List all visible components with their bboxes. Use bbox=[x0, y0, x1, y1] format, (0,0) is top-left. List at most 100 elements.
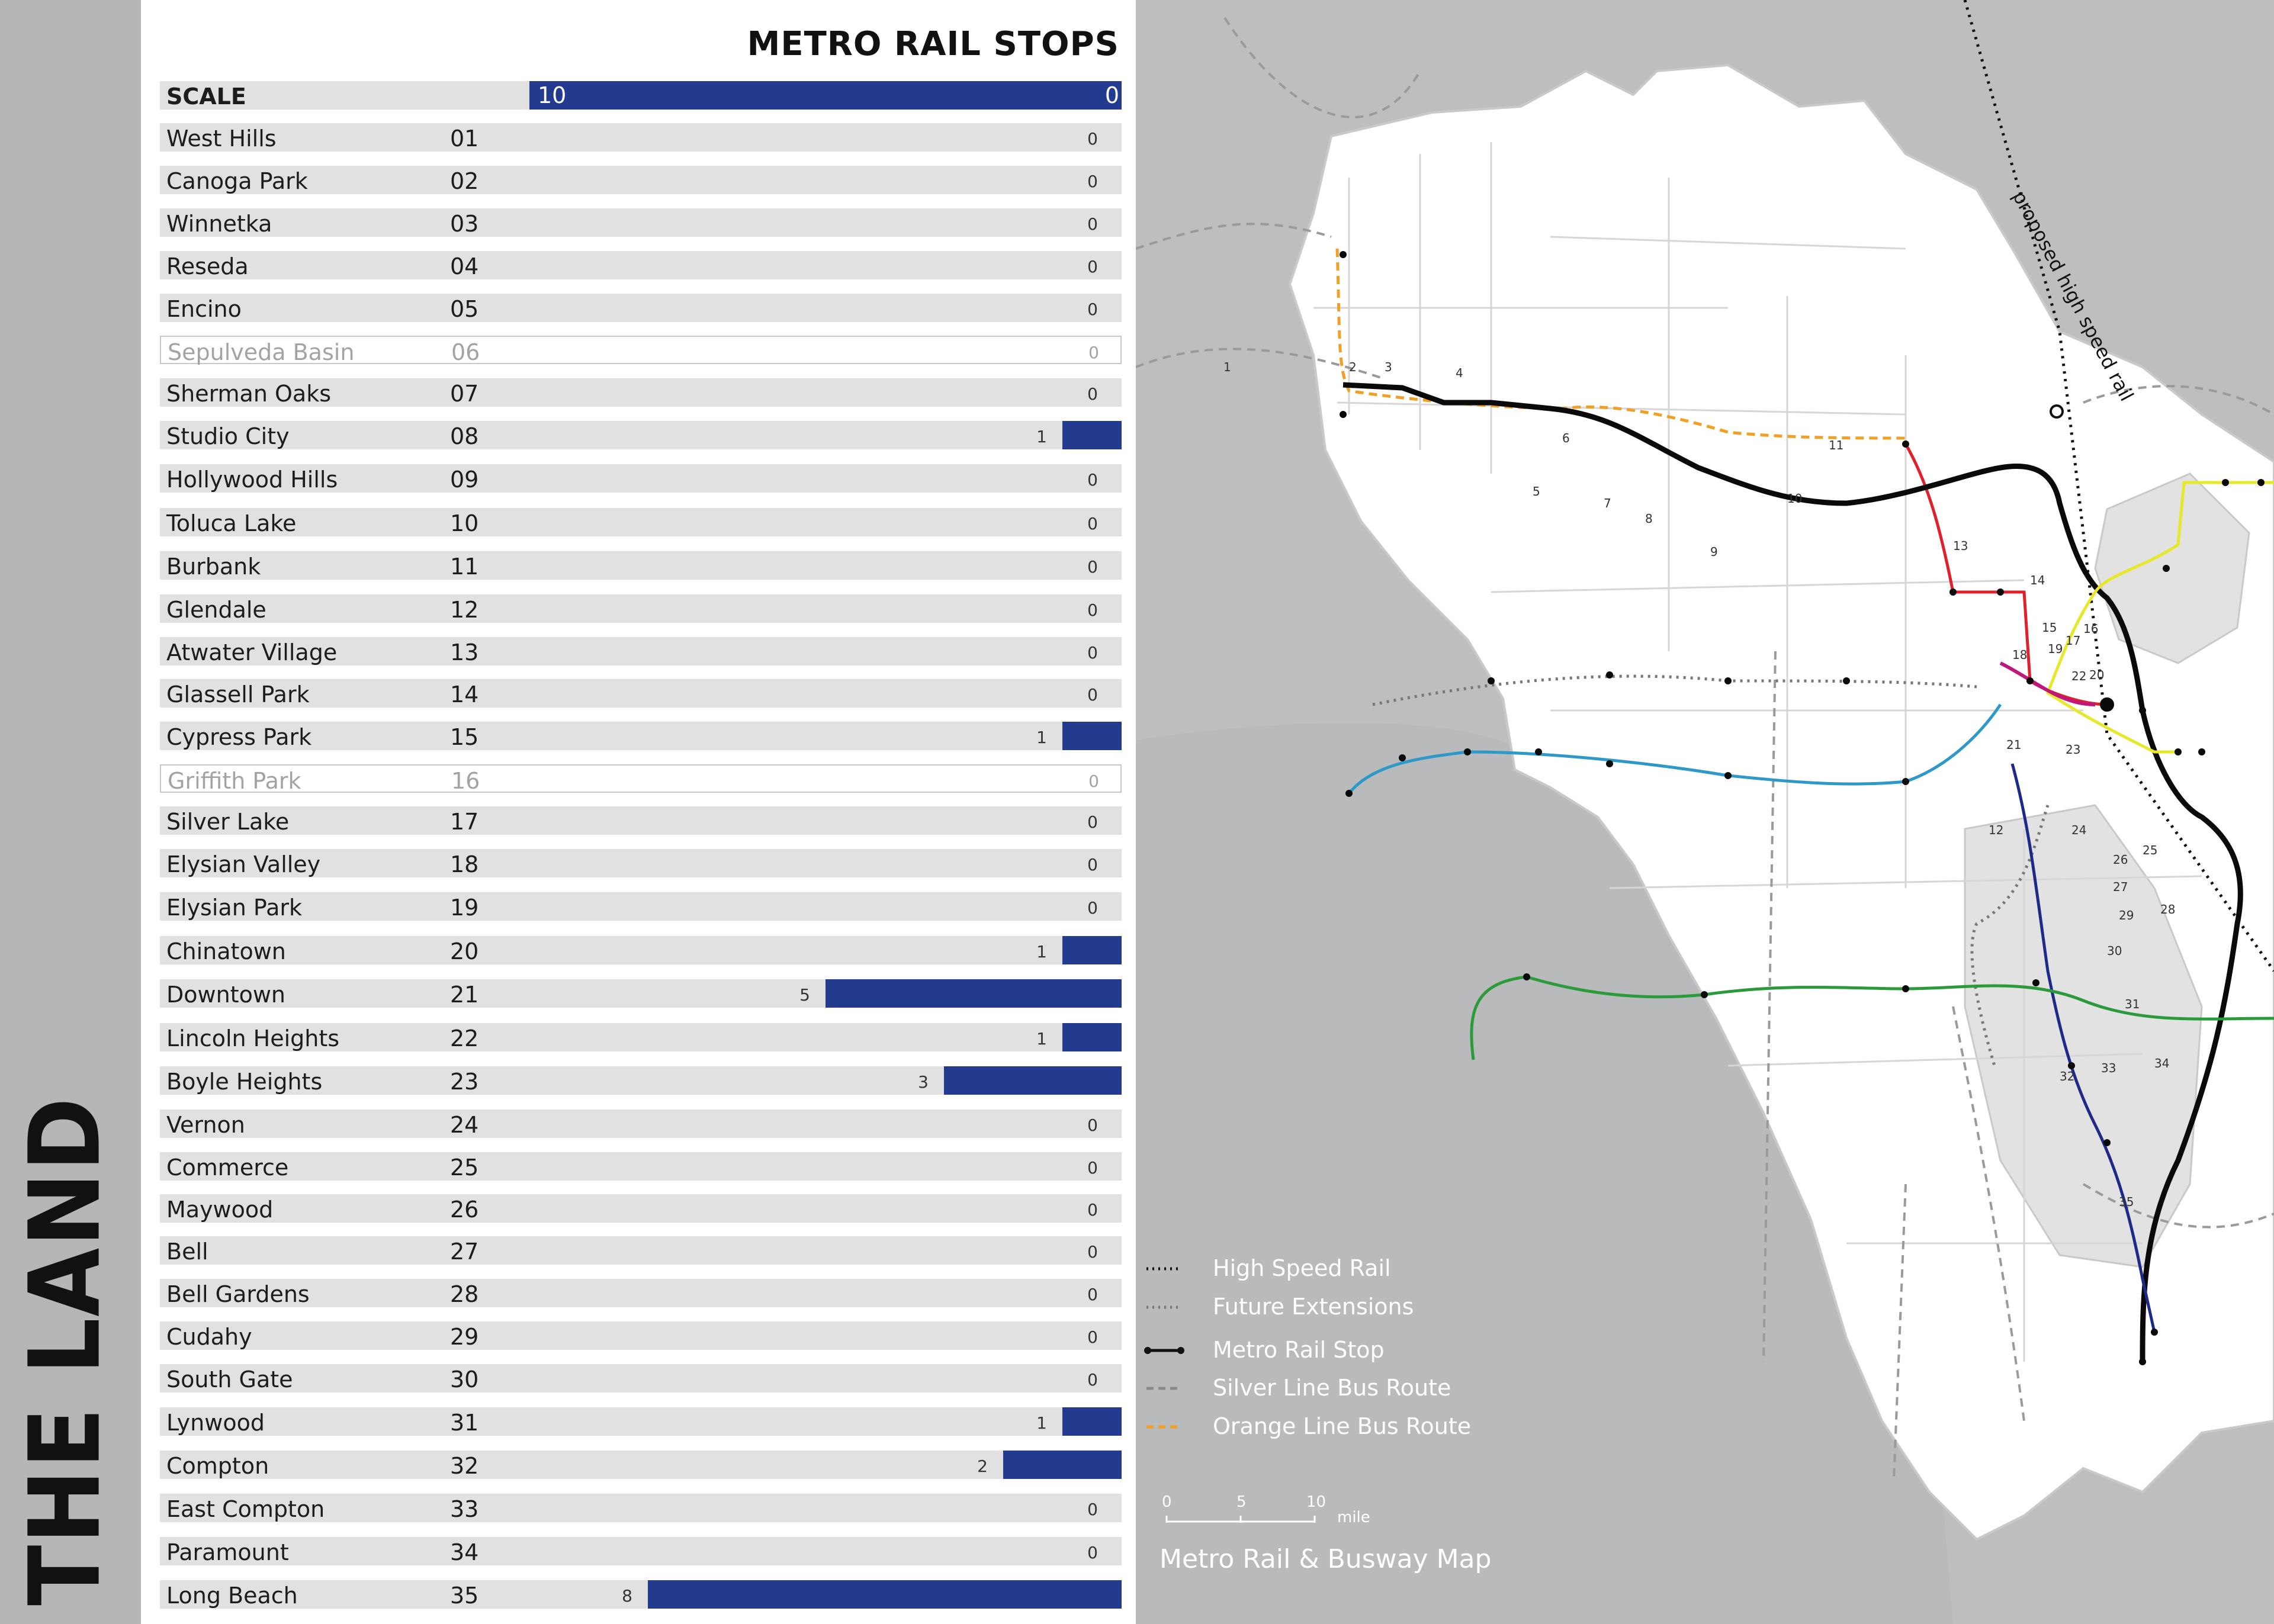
row-id: 27 bbox=[450, 1239, 479, 1265]
row-label: Encino bbox=[166, 296, 242, 322]
bar-row: Encino 05 0 bbox=[160, 294, 1122, 322]
district-label: 26 bbox=[2113, 853, 2128, 867]
district-label: 6 bbox=[1562, 431, 1570, 445]
value-label: 2 bbox=[977, 1456, 988, 1476]
row-label: Griffith Park bbox=[168, 768, 301, 794]
district-label: 22 bbox=[2071, 669, 2087, 683]
district-label: 7 bbox=[1604, 496, 1611, 510]
row-id: 25 bbox=[450, 1155, 479, 1181]
value-label: 0 bbox=[1087, 172, 1098, 191]
data-bar bbox=[1062, 1023, 1122, 1051]
district-label: 28 bbox=[2160, 902, 2176, 916]
row-label: Burbank bbox=[166, 554, 261, 580]
value-label: 0 bbox=[1087, 384, 1098, 404]
value-label: 0 bbox=[1087, 898, 1098, 918]
row-label: Glassell Park bbox=[166, 681, 310, 708]
data-bar bbox=[1003, 1451, 1122, 1479]
bar-row: Burbank 11 0 bbox=[160, 551, 1122, 580]
row-id: 24 bbox=[450, 1112, 479, 1138]
district-label: 34 bbox=[2154, 1056, 2170, 1070]
value-label: 0 bbox=[1088, 343, 1099, 362]
row-id: 29 bbox=[450, 1324, 479, 1350]
row-id: 04 bbox=[450, 253, 479, 279]
value-label: 0 bbox=[1087, 1242, 1098, 1262]
district-label: 16 bbox=[2083, 622, 2099, 636]
row-label: Cypress Park bbox=[166, 724, 312, 750]
district-label: 30 bbox=[2107, 944, 2122, 958]
row-label: Maywood bbox=[166, 1197, 274, 1223]
row-label: Glendale bbox=[166, 597, 266, 623]
bar-row: Elysian Valley 18 0 bbox=[160, 849, 1122, 877]
row-label: Atwater Village bbox=[166, 639, 338, 665]
value-label: 8 bbox=[622, 1586, 632, 1606]
district-label: 21 bbox=[2006, 738, 2022, 752]
row-label: Elysian Valley bbox=[166, 851, 321, 877]
bar-row: West Hills 01 0 bbox=[160, 123, 1122, 152]
data-bar bbox=[944, 1066, 1122, 1095]
bar-row: Reseda 04 0 bbox=[160, 251, 1122, 279]
row-id: 23 bbox=[450, 1069, 479, 1095]
bar-row: Atwater Village 13 0 bbox=[160, 637, 1122, 665]
data-bar bbox=[1062, 1407, 1122, 1436]
row-label: Toluca Lake bbox=[166, 510, 297, 536]
bar-row: Lincoln Heights 22 1 bbox=[160, 1023, 1122, 1051]
magenta-line bbox=[1999, 661, 2096, 706]
value-label: 0 bbox=[1087, 812, 1098, 832]
bar-row: Lynwood 31 1 bbox=[160, 1407, 1122, 1436]
legend-label: Orange Line Bus Route bbox=[1213, 1413, 1472, 1439]
district-label: 29 bbox=[2119, 908, 2134, 922]
row-id: 03 bbox=[450, 211, 479, 237]
row-id: 10 bbox=[450, 510, 479, 536]
row-label: Silver Lake bbox=[166, 809, 290, 835]
value-label: 0 bbox=[1087, 1543, 1098, 1562]
scale-row: SCALE 10 0 bbox=[160, 81, 1122, 110]
value-label: 0 bbox=[1087, 214, 1098, 234]
row-id: 08 bbox=[450, 423, 479, 449]
bar-row: Sherman Oaks 07 0 bbox=[160, 378, 1122, 407]
row-id: 21 bbox=[450, 982, 479, 1008]
value-label: 0 bbox=[1087, 1327, 1098, 1347]
row-label: South Gate bbox=[166, 1366, 293, 1393]
bar-row: Compton 32 2 bbox=[160, 1451, 1122, 1479]
value-label: 0 bbox=[1087, 1285, 1098, 1304]
hsr-station bbox=[2050, 404, 2064, 419]
bar-row: Bell 27 0 bbox=[160, 1236, 1122, 1265]
bar-row: Hollywood Hills 09 0 bbox=[160, 464, 1122, 493]
district-label: 10 bbox=[1787, 491, 1803, 506]
row-id: 34 bbox=[450, 1539, 479, 1565]
bar-row: Bell Gardens 28 0 bbox=[160, 1279, 1122, 1307]
row-id: 35 bbox=[450, 1583, 479, 1609]
high-speed-rail bbox=[1963, 0, 2274, 972]
district-label: 18 bbox=[2012, 648, 2028, 662]
value-label: 0 bbox=[1087, 685, 1098, 705]
district-label: 9 bbox=[1710, 545, 1718, 559]
side-title: THE LAND bbox=[8, 1096, 123, 1606]
row-id: 33 bbox=[450, 1496, 479, 1522]
district-label: 2 bbox=[1349, 360, 1357, 374]
bar-row: Sepulveda Basin 06 0 bbox=[160, 336, 1122, 365]
value-label: 0 bbox=[1087, 1500, 1098, 1519]
row-id: 28 bbox=[450, 1281, 479, 1307]
row-label: Commerce bbox=[166, 1155, 289, 1181]
bar-row: Cudahy 29 0 bbox=[160, 1321, 1122, 1350]
value-label: 0 bbox=[1087, 1158, 1098, 1178]
future-extension-west bbox=[1372, 674, 1977, 706]
row-id: 17 bbox=[450, 809, 479, 835]
legend-label: Metro Rail Stop bbox=[1213, 1337, 1385, 1363]
district-label: 17 bbox=[2066, 633, 2081, 648]
value-label: 0 bbox=[1087, 514, 1098, 533]
row-label: Winnetka bbox=[166, 211, 272, 237]
row-label: Lynwood bbox=[166, 1410, 265, 1436]
row-id: 01 bbox=[450, 126, 479, 152]
value-label: 0 bbox=[1087, 643, 1098, 663]
value-label: 1 bbox=[1036, 942, 1047, 961]
district-label: 24 bbox=[2071, 823, 2087, 837]
data-bar bbox=[648, 1580, 1122, 1609]
row-id: 20 bbox=[450, 938, 479, 964]
row-label: Elysian Park bbox=[166, 895, 302, 921]
row-label: Compton bbox=[166, 1453, 269, 1479]
value-label: 0 bbox=[1088, 771, 1099, 791]
bar-rows: West Hills 01 0 Canoga Park 02 0 Winnetka 03 0 Re… bbox=[141, 0, 1136, 1624]
bar-row: Vernon 24 0 bbox=[160, 1110, 1122, 1138]
bar-row: Cypress Park 15 1 bbox=[160, 722, 1122, 750]
